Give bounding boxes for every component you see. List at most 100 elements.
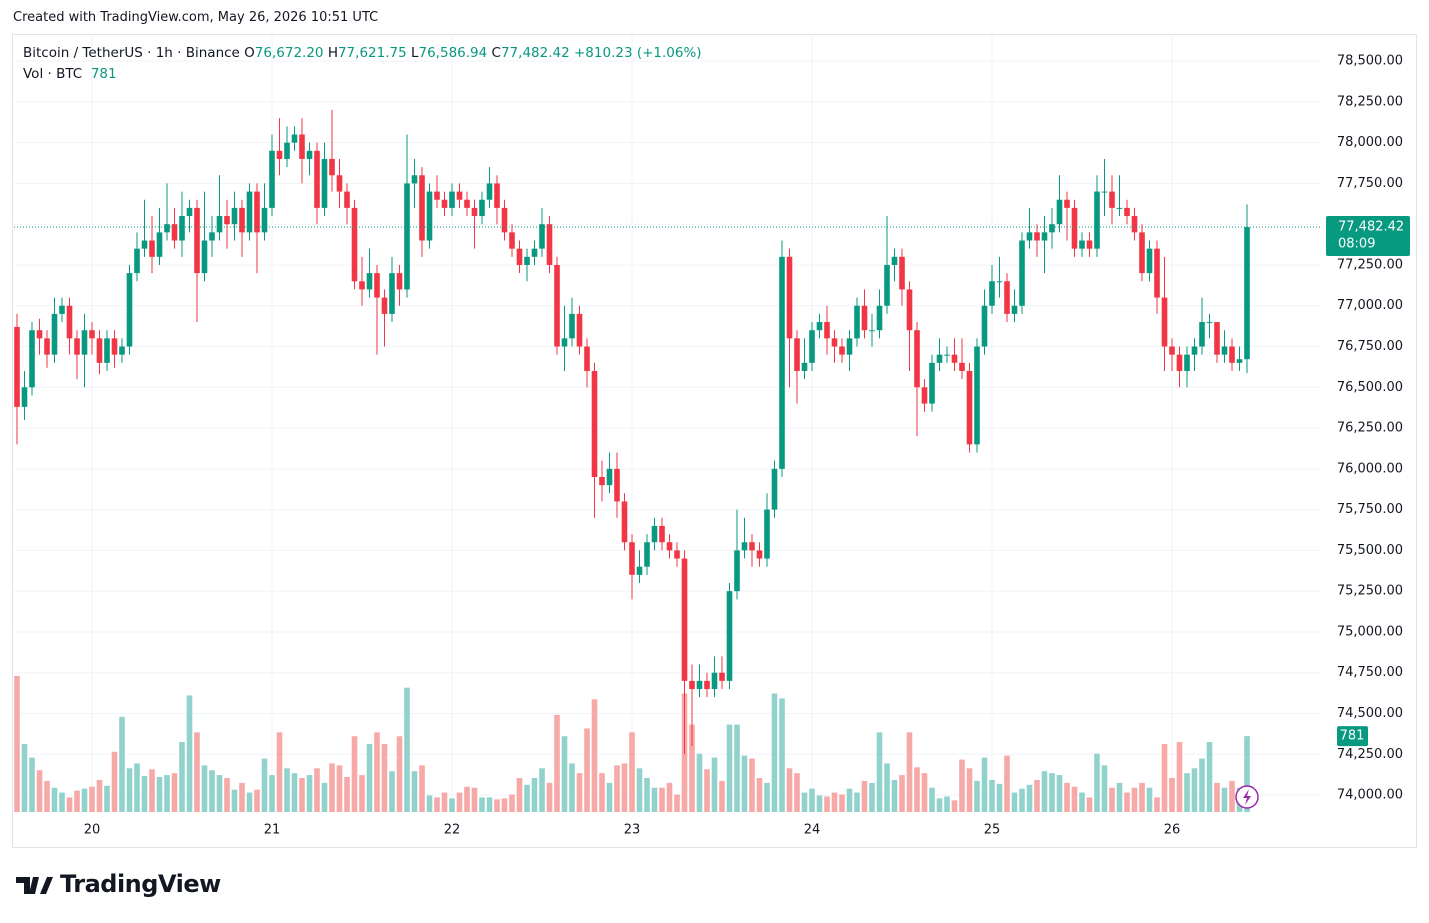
- candle-body: [456, 191, 463, 200]
- candle-body: [269, 150, 275, 208]
- candle-body: [141, 240, 148, 249]
- candle-body: [246, 191, 253, 233]
- candle-body: [81, 330, 88, 355]
- candle-body: [1094, 191, 1100, 249]
- candle-body: [509, 232, 515, 249]
- volume-bar: [1109, 787, 1115, 812]
- volume-bar: [599, 773, 605, 812]
- candle-body: [1176, 354, 1183, 371]
- candle-body: [674, 550, 680, 559]
- candle-body: [96, 338, 103, 363]
- candle-body: [1079, 240, 1085, 249]
- volume-bar: [816, 795, 823, 812]
- volume-bar: [329, 763, 335, 812]
- volume-bar: [1026, 784, 1033, 812]
- candle-body: [1086, 240, 1093, 249]
- volume-bar: [614, 765, 620, 812]
- volume-bar: [66, 797, 73, 812]
- volume-bar: [704, 769, 710, 812]
- volume-bar: [966, 768, 973, 812]
- volume-bar: [591, 699, 598, 812]
- candle-body: [231, 207, 238, 225]
- candle-body: [621, 501, 628, 543]
- volume-bar: [779, 698, 785, 812]
- candle-body: [186, 207, 193, 217]
- volume-bar: [839, 794, 845, 812]
- x-tick-label: 22: [444, 823, 461, 838]
- ohlc-value: 76,586.94: [418, 45, 488, 61]
- candle-body: [1184, 354, 1190, 371]
- candle-body: [1064, 199, 1070, 208]
- y-tick-label: 74,750.00: [1337, 665, 1403, 680]
- volume-bar: [861, 780, 868, 812]
- candle-body: [1049, 224, 1055, 233]
- volume-bar: [1199, 758, 1205, 812]
- alert-bolt: [1243, 789, 1251, 805]
- candle-body: [1221, 346, 1228, 355]
- volume-bar: [621, 763, 628, 812]
- candle-body: [659, 525, 665, 543]
- volume-bar: [1169, 778, 1175, 812]
- candle-body: [359, 281, 365, 290]
- volume-bar: [336, 765, 343, 812]
- volume-bar: [291, 773, 298, 812]
- volume-bar: [981, 757, 988, 812]
- chart-frame: [12, 34, 1417, 848]
- candle-body: [21, 387, 28, 407]
- volume-bar: [629, 732, 635, 812]
- volume-bar: [404, 687, 410, 812]
- candle-body: [51, 313, 58, 355]
- volume-bar: [1004, 755, 1010, 812]
- volume-bar: [846, 788, 853, 812]
- volume-bar: [36, 770, 43, 812]
- candle-body: [134, 248, 140, 274]
- volume-bar: [306, 775, 313, 812]
- ohlc-value: 77,621.75: [337, 45, 407, 61]
- symbol: Bitcoin / TetherUS · 1h · Binance: [23, 45, 240, 61]
- volume-bar: [1206, 742, 1213, 812]
- candle-body: [1101, 191, 1108, 193]
- candle-body: [336, 175, 343, 192]
- y-tick-label: 74,250.00: [1337, 747, 1403, 762]
- candle-body: [944, 354, 950, 356]
- volume-bar: [1139, 782, 1145, 812]
- volume-bar: [96, 779, 103, 812]
- x-tick-label: 23: [624, 823, 641, 838]
- candle-body: [374, 273, 380, 298]
- candle-body: [914, 330, 920, 388]
- candle-body: [1229, 346, 1235, 363]
- volume-bar: [674, 794, 680, 812]
- candle-body: [831, 338, 838, 347]
- x-tick-label: 21: [264, 823, 281, 838]
- candle-body: [681, 558, 688, 681]
- volume-bar: [1214, 782, 1220, 812]
- volume-bar: [516, 778, 523, 812]
- volume-bar: [449, 798, 455, 812]
- volume-bar: [426, 795, 433, 812]
- x-tick-label: 26: [1164, 823, 1181, 838]
- volume-bar: [441, 792, 448, 812]
- candle-body: [861, 305, 868, 331]
- candle-body: [126, 273, 133, 347]
- candle-body: [426, 191, 433, 241]
- candle-body: [816, 322, 823, 331]
- candle-body: [644, 542, 650, 567]
- candle-body: [321, 158, 328, 208]
- candle-body: [36, 330, 43, 339]
- volume-bar: [89, 786, 95, 812]
- candle-body: [1206, 322, 1213, 324]
- x-tick-label: 25: [984, 823, 1001, 838]
- candle-body: [951, 354, 958, 363]
- volume-bar: [321, 782, 328, 812]
- volume-bar: [276, 732, 283, 812]
- candle-body: [539, 224, 545, 249]
- volume-bar: [689, 724, 695, 812]
- volume-bar: [974, 780, 980, 812]
- brand: TradingView: [60, 870, 221, 898]
- volume-bar: [1161, 744, 1168, 812]
- y-tick-label: 74,000.00: [1337, 788, 1403, 803]
- volume-bar: [696, 753, 703, 812]
- candle-body: [1154, 248, 1160, 298]
- candle-body: [546, 224, 553, 265]
- price-tag-value: 77,482.42: [1338, 220, 1404, 235]
